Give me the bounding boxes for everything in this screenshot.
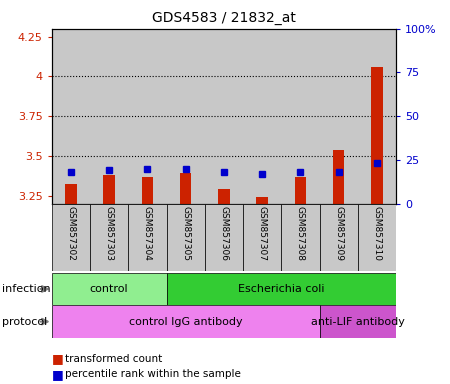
Bar xyxy=(320,204,358,271)
Bar xyxy=(281,204,320,271)
Bar xyxy=(295,177,306,204)
Bar xyxy=(128,29,166,204)
Bar xyxy=(320,305,396,338)
Text: GSM857309: GSM857309 xyxy=(334,205,343,260)
Text: infection: infection xyxy=(2,284,51,294)
Text: GSM857307: GSM857307 xyxy=(257,205,266,260)
Bar xyxy=(243,29,281,204)
Title: GDS4583 / 21832_at: GDS4583 / 21832_at xyxy=(152,11,296,25)
Text: protocol: protocol xyxy=(2,316,48,327)
Bar xyxy=(333,149,344,204)
Bar xyxy=(128,204,166,271)
Bar xyxy=(358,29,396,204)
Text: GSM857310: GSM857310 xyxy=(373,205,382,260)
Text: GSM857303: GSM857303 xyxy=(104,205,113,260)
Text: ■: ■ xyxy=(52,353,63,366)
Bar xyxy=(52,204,90,271)
Bar xyxy=(205,29,243,204)
Bar xyxy=(256,197,268,204)
Text: transformed count: transformed count xyxy=(65,354,162,364)
Bar xyxy=(371,67,382,204)
Bar xyxy=(180,173,191,204)
Text: percentile rank within the sample: percentile rank within the sample xyxy=(65,369,241,379)
Bar xyxy=(104,175,115,204)
Text: control: control xyxy=(90,284,128,294)
Bar xyxy=(52,29,90,204)
Text: ■: ■ xyxy=(52,368,63,381)
Bar xyxy=(243,204,281,271)
Text: GSM857306: GSM857306 xyxy=(220,205,228,260)
Bar xyxy=(166,273,396,305)
Text: Escherichia coli: Escherichia coli xyxy=(238,284,324,294)
Bar xyxy=(90,29,128,204)
Bar xyxy=(205,204,243,271)
Text: anti-LIF antibody: anti-LIF antibody xyxy=(311,316,405,327)
Bar xyxy=(65,184,77,204)
Bar xyxy=(142,177,153,204)
Bar xyxy=(358,204,396,271)
Text: GSM857305: GSM857305 xyxy=(181,205,190,260)
Text: GSM857302: GSM857302 xyxy=(67,205,76,260)
Bar xyxy=(320,29,358,204)
Bar xyxy=(90,204,128,271)
Bar xyxy=(166,204,205,271)
Bar xyxy=(218,189,230,204)
Text: GSM857308: GSM857308 xyxy=(296,205,305,260)
Bar xyxy=(166,29,205,204)
Bar xyxy=(52,305,320,338)
Text: GSM857304: GSM857304 xyxy=(143,205,152,260)
Bar xyxy=(281,29,320,204)
Text: control IgG antibody: control IgG antibody xyxy=(129,316,243,327)
Bar xyxy=(52,273,166,305)
